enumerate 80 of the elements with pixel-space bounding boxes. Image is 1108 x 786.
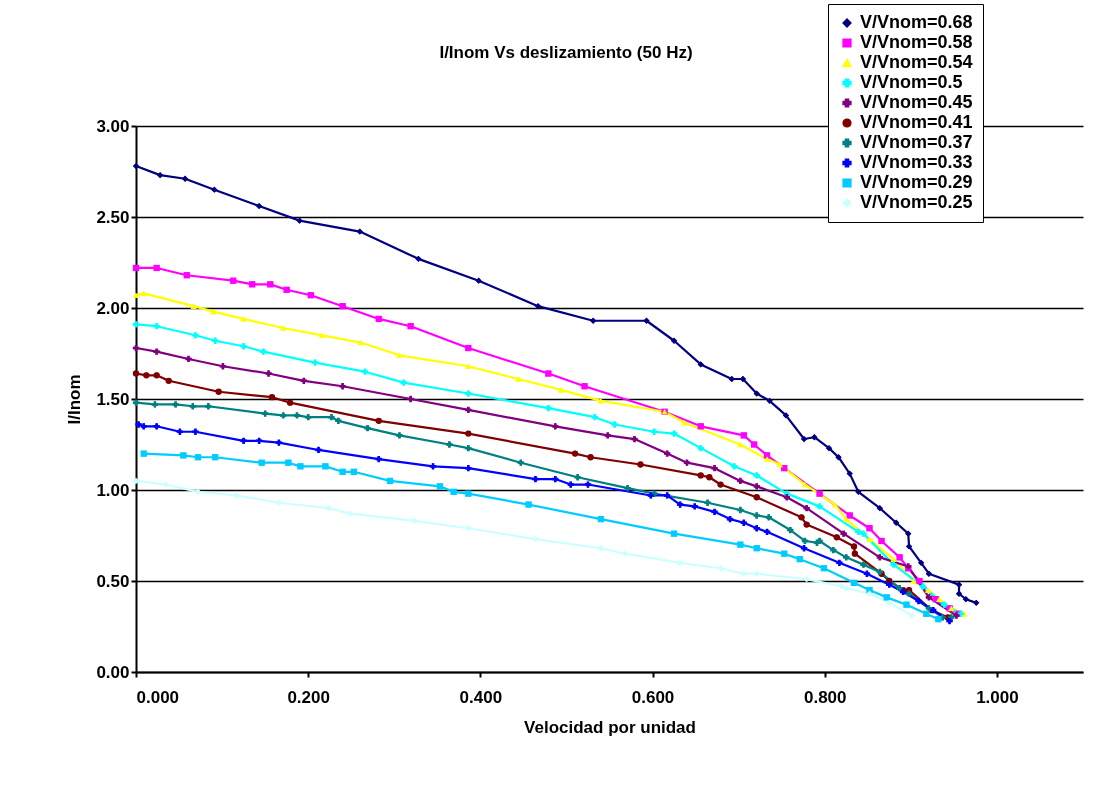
x-tick-label: 0.800 <box>803 687 847 707</box>
y-tick-label: 2.00 <box>96 298 130 318</box>
point <box>285 459 292 466</box>
point <box>910 578 917 584</box>
point <box>153 423 160 430</box>
point <box>908 612 915 619</box>
point <box>258 459 265 466</box>
point <box>525 501 532 508</box>
point <box>240 316 247 322</box>
point <box>192 332 199 339</box>
point <box>465 430 472 437</box>
y-tick-label: 2.50 <box>96 207 130 227</box>
point <box>322 463 329 470</box>
point <box>347 510 354 517</box>
legend-label: V/Vnom=0.68 <box>860 12 973 32</box>
point <box>296 217 303 224</box>
point <box>465 490 472 497</box>
point <box>465 390 472 397</box>
point <box>717 481 724 488</box>
point <box>737 541 744 548</box>
point <box>153 372 160 379</box>
y-tick-label: 1.50 <box>96 389 130 409</box>
point <box>846 470 853 477</box>
point <box>611 421 618 428</box>
point <box>883 594 890 601</box>
point <box>890 561 897 568</box>
point <box>903 601 910 608</box>
point <box>396 432 403 439</box>
point <box>941 601 948 608</box>
point <box>446 441 453 448</box>
point <box>860 561 867 568</box>
point <box>890 556 897 562</box>
point <box>545 370 552 377</box>
point <box>558 387 565 393</box>
point <box>143 372 150 379</box>
point <box>267 281 274 288</box>
point <box>886 581 893 588</box>
y-tick-label: 3.00 <box>96 116 130 136</box>
legend-label: V/Vnom=0.29 <box>860 172 973 192</box>
point <box>211 186 218 193</box>
point <box>846 512 853 519</box>
point <box>180 452 187 459</box>
legend-label: V/Vnom=0.37 <box>860 132 973 152</box>
x-axis-title: Velocidad por unidad <box>524 717 696 737</box>
point <box>637 461 644 468</box>
point <box>731 463 738 470</box>
point <box>190 303 197 309</box>
legend-label: V/Vnom=0.41 <box>860 112 973 132</box>
point <box>465 363 472 369</box>
chart-title: I/Inom Vs deslizamiento (50 Hz) <box>439 43 693 62</box>
point <box>172 401 179 408</box>
legend-label: V/Vnom=0.58 <box>860 32 973 52</box>
x-tick-label: 0.200 <box>287 687 330 707</box>
y-axis-title: I/Inom <box>65 374 85 425</box>
x-tick-label: 0.000 <box>136 687 180 707</box>
point <box>798 514 805 521</box>
x-tick-label: 0.400 <box>459 687 503 707</box>
point <box>153 348 160 355</box>
legend-label: V/Vnom=0.45 <box>860 92 973 112</box>
y-tick-label: 0.00 <box>96 662 130 682</box>
point <box>260 348 267 355</box>
point <box>265 370 272 377</box>
legend-label: V/Vnom=0.54 <box>860 52 973 72</box>
point <box>840 530 847 537</box>
point <box>297 463 304 470</box>
legend-label: V/Vnom=0.25 <box>860 192 973 212</box>
point <box>475 277 482 284</box>
point <box>896 554 903 561</box>
point <box>816 503 823 510</box>
x-tick-label: 1.000 <box>976 687 1019 707</box>
point <box>803 521 810 528</box>
x-tick-label: 0.600 <box>631 687 675 707</box>
point <box>816 490 823 497</box>
y-tick-label: 1.00 <box>96 480 130 500</box>
point <box>866 536 873 542</box>
legend-label: V/Vnom=0.33 <box>860 152 973 172</box>
point <box>860 530 867 537</box>
legend-label: V/Vnom=0.5 <box>860 72 963 92</box>
y-tick-label: 0.50 <box>96 571 130 591</box>
point <box>135 421 142 428</box>
